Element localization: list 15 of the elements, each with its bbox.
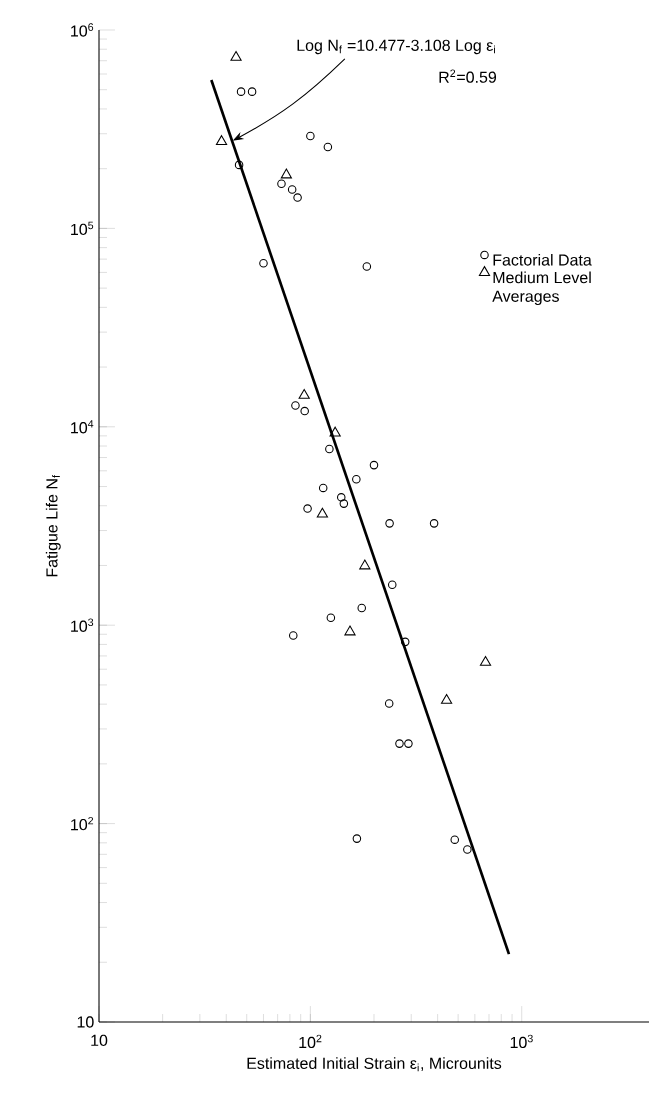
y-tick-label: 10$^{6}$ bbox=[71, 23, 94, 37]
x-tick-label: 10 bbox=[91, 1034, 108, 1047]
y-tick-label: 10 bbox=[77, 1016, 94, 1028]
legend-label: Factorial Data bbox=[493, 253, 592, 266]
annotation: Log N$_{f}$ =10.477-3.108 Log ε$_{i}$ bbox=[297, 39, 495, 55]
x-tick-label: 10$^{2}$ bbox=[299, 1034, 322, 1049]
y-tick-label: 10$^{3}$ bbox=[71, 618, 94, 632]
y-tick-label: 10$^{2}$ bbox=[71, 816, 94, 831]
x-tick-label: 10$^{3}$ bbox=[510, 1034, 533, 1049]
x-axis-title: Estimated Initial Strain ε$_{i}$, Microunits bbox=[247, 1057, 502, 1072]
y-tick-label: 10$^{4}$ bbox=[71, 420, 94, 434]
y-tick-label: 10$^{5}$ bbox=[71, 221, 94, 236]
legend-label: Medium Level Averages bbox=[492, 271, 591, 306]
y-axis-title: Fatigue Life N$_{f}$ bbox=[45, 475, 61, 577]
annotation: R$^{2}$=0.59 bbox=[439, 69, 497, 83]
